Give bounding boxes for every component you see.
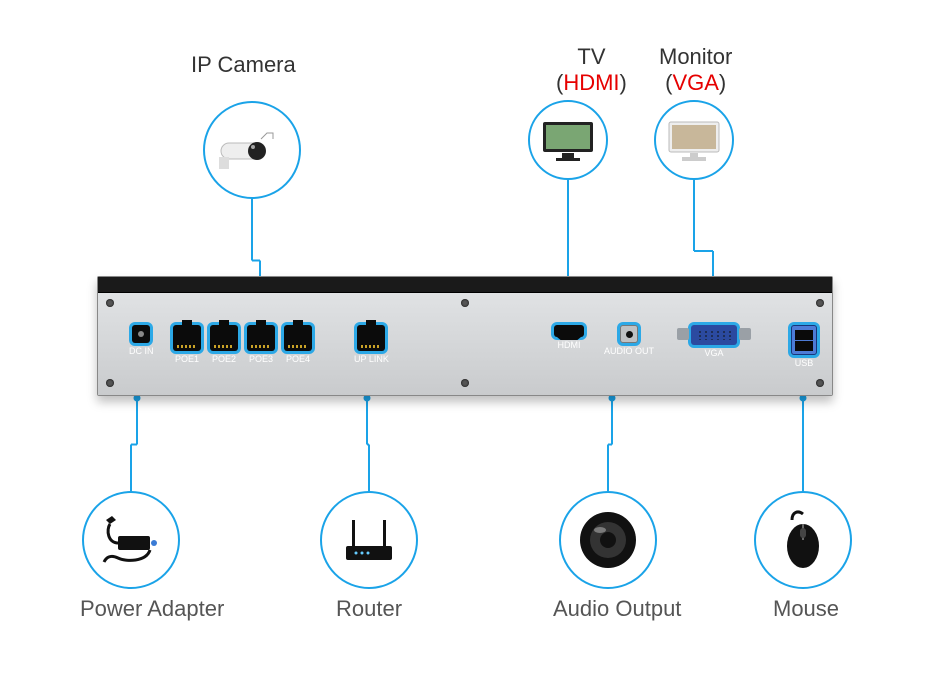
port-poe4: POE4: [284, 325, 312, 364]
label-mouse: Mouse: [773, 596, 839, 622]
camera-icon: [217, 127, 287, 173]
port-label: VGA: [704, 348, 723, 358]
nvr-device: DC IN POE1 POE2 POE3 POE4 UP LINK HDMI AUDIO OU…: [97, 276, 833, 396]
tv-icon: [540, 119, 596, 161]
label-sub: VGA: [672, 70, 718, 95]
bubble-monitor-icon: [654, 100, 734, 180]
monitor-icon: [666, 119, 722, 161]
bubble-ip-camera-icon: [203, 101, 301, 199]
diagram-root: IP Camera TV (HDMI) Monitor (VGA): [0, 0, 930, 684]
port-uplink: UP LINK: [354, 325, 389, 364]
label-text: Monitor: [659, 44, 732, 69]
label-tv-hdmi: TV (HDMI): [556, 44, 627, 96]
label-ip-camera: IP Camera: [191, 52, 296, 78]
speaker-icon: [576, 508, 640, 572]
port-poe3: POE3: [247, 325, 275, 364]
power-adapter-icon: [96, 512, 166, 568]
bubble-audio-icon: [559, 491, 657, 589]
port-poe2: POE2: [210, 325, 238, 364]
port-label: POE4: [286, 354, 310, 364]
label-audio: Audio Output: [553, 596, 681, 622]
port-label: HDMI: [558, 340, 581, 350]
port-dcin: DC IN: [129, 325, 154, 356]
label-monitor-vga: Monitor (VGA): [659, 44, 732, 96]
label-text: Router: [336, 596, 402, 621]
label-text: IP Camera: [191, 52, 296, 77]
bubble-tv-icon: [528, 100, 608, 180]
port-label: UP LINK: [354, 354, 389, 364]
bubble-mouse-icon: [754, 491, 852, 589]
router-icon: [334, 512, 404, 568]
mouse-icon: [774, 510, 832, 570]
label-text: TV: [577, 44, 605, 69]
label-text: Power Adapter: [80, 596, 224, 621]
port-label: POE1: [175, 354, 199, 364]
label-router: Router: [336, 596, 402, 622]
label-text: Audio Output: [553, 596, 681, 621]
port-usb: USB: [791, 325, 817, 368]
label-text: Mouse: [773, 596, 839, 621]
port-aout: AUDIO OUT: [604, 325, 654, 356]
port-label: DC IN: [129, 346, 154, 356]
bubble-router-icon: [320, 491, 418, 589]
bubble-power-icon: [82, 491, 180, 589]
port-label: POE2: [212, 354, 236, 364]
label-power: Power Adapter: [80, 596, 224, 622]
port-hdmi: HDMI: [554, 325, 584, 350]
port-label: AUDIO OUT: [604, 346, 654, 356]
port-vga: VGA: [691, 325, 737, 358]
port-poe1: POE1: [173, 325, 201, 364]
port-label: USB: [795, 358, 814, 368]
port-label: POE3: [249, 354, 273, 364]
label-sub: HDMI: [563, 70, 619, 95]
